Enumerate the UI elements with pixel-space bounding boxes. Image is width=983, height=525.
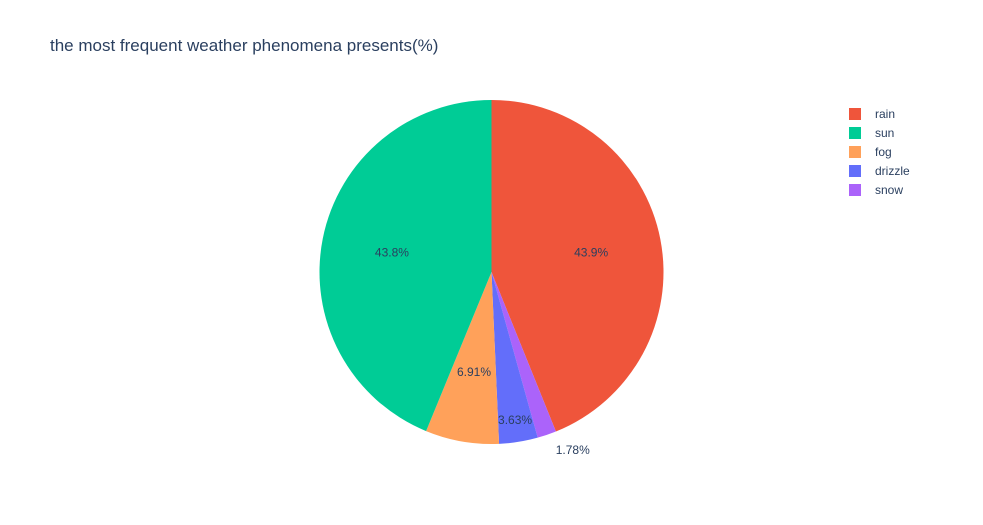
legend-item-sun[interactable]: sun [849,126,894,140]
legend-swatch-snow [849,184,861,196]
legend-label-fog: fog [875,145,892,159]
pie-slice-sun[interactable] [319,100,492,432]
pie-slice-drizzle[interactable] [491,272,538,444]
legend: rain sun fog drizzle snow [849,107,910,197]
slice-labels: 43.9% 1.78% 3.63% 6.91% 43.8% [375,245,609,457]
legend-item-snow[interactable]: snow [849,183,903,197]
legend-label-snow: snow [875,183,903,197]
pie-slice-snow[interactable] [491,272,556,438]
legend-swatch-sun [849,127,861,139]
legend-swatch-drizzle [849,165,861,177]
pie-slice-fog[interactable] [426,272,500,444]
legend-label-rain: rain [875,107,895,121]
legend-item-rain[interactable]: rain [849,107,895,121]
legend-swatch-rain [849,108,861,120]
legend-swatch-fog [849,146,861,158]
chart-title: the most frequent weather phenomena pres… [50,36,438,55]
slice-label-snow: 1.78% [556,443,590,457]
slice-label-sun: 43.8% [375,245,409,259]
pie-slice-rain[interactable] [491,100,664,432]
slice-label-drizzle: 3.63% [498,413,532,427]
slice-label-fog: 6.91% [457,365,491,379]
legend-item-fog[interactable]: fog [849,145,892,159]
slice-label-rain: 43.9% [574,246,608,260]
legend-item-drizzle[interactable]: drizzle [849,164,910,178]
legend-label-drizzle: drizzle [875,164,910,178]
legend-label-sun: sun [875,126,894,140]
pie-slices [319,100,664,444]
